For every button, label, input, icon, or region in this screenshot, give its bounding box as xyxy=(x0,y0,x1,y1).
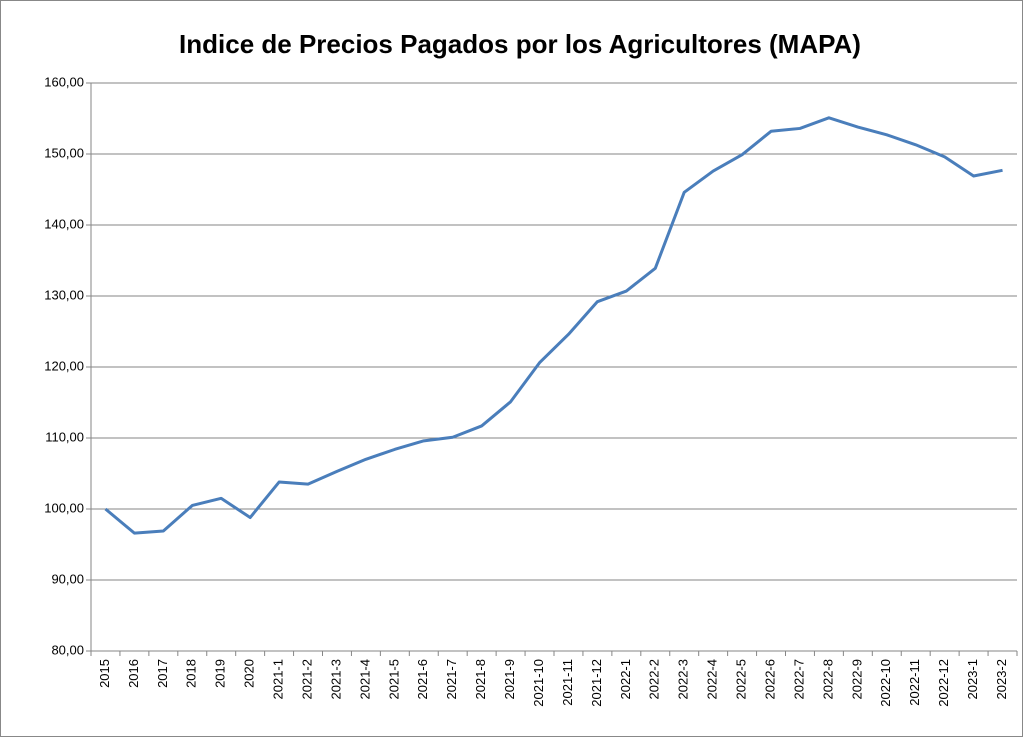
chart-title: Indice de Precios Pagados por los Agricu… xyxy=(179,29,861,59)
x-tick-label: 2021-3 xyxy=(328,659,343,699)
x-tick-label: 2021-4 xyxy=(357,659,372,699)
y-tick-label: 80,00 xyxy=(51,642,84,657)
x-tick-label: 2022-8 xyxy=(820,659,835,699)
x-tick-label: 2021-2 xyxy=(299,659,314,699)
x-tick-label: 2022-5 xyxy=(734,659,749,699)
x-tick-label: 2018 xyxy=(184,659,199,688)
y-tick-label: 120,00 xyxy=(44,358,84,373)
x-tick-label: 2021-8 xyxy=(473,659,488,699)
x-tick-label: 2021-6 xyxy=(415,659,430,699)
x-tick-label: 2021-11 xyxy=(560,659,575,706)
x-tick-label: 2016 xyxy=(126,659,141,688)
x-tick-label: 2019 xyxy=(213,659,228,688)
x-tick-label: 2021-5 xyxy=(386,659,401,699)
x-tick-label: 2020 xyxy=(242,659,257,688)
y-tick-label: 100,00 xyxy=(44,500,84,515)
x-tick-label: 2023-2 xyxy=(994,659,1009,699)
y-tick-label: 110,00 xyxy=(45,429,84,444)
x-tick-label: 2021-10 xyxy=(531,659,546,707)
x-tick-label: 2022-2 xyxy=(647,659,662,699)
x-tick-label: 2021-1 xyxy=(271,659,286,699)
x-tick-label: 2022-3 xyxy=(676,659,691,699)
x-tick-label: 2021-7 xyxy=(444,659,459,699)
x-tick-label: 2023-1 xyxy=(965,659,980,699)
x-tick-label: 2022-7 xyxy=(791,659,806,699)
x-tick-label: 2022-9 xyxy=(849,659,864,699)
x-tick-label: 2022-10 xyxy=(878,659,893,707)
x-tick-label: 2022-11 xyxy=(907,659,922,706)
x-tick-label: 2022-6 xyxy=(762,659,777,699)
x-tick-label: 2022-4 xyxy=(705,659,720,699)
data-line xyxy=(104,116,1003,535)
x-tick-label: 2022-1 xyxy=(618,659,633,699)
y-tick-label: 140,00 xyxy=(44,216,84,231)
x-tick-label: 2021-9 xyxy=(502,659,517,699)
x-tick-label: 2015 xyxy=(97,659,112,688)
y-tick-label: 160,00 xyxy=(44,74,84,89)
x-tick-label: 2022-12 xyxy=(936,659,951,707)
y-tick-label: 150,00 xyxy=(44,145,84,160)
y-tick-label: 90,00 xyxy=(51,571,84,586)
y-tick-label: 130,00 xyxy=(44,287,84,302)
x-tick-label: 2021-12 xyxy=(589,659,604,707)
x-tick-label: 2017 xyxy=(155,659,170,688)
